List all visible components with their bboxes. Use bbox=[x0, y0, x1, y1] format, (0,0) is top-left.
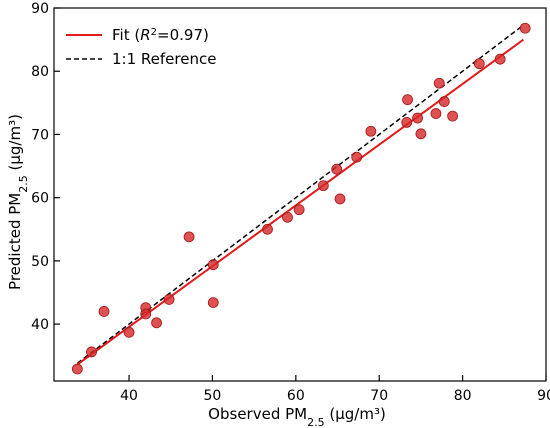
x-tick-label-90: 90 bbox=[537, 388, 550, 404]
data-point-15 bbox=[331, 163, 343, 175]
data-point-10 bbox=[207, 297, 219, 309]
y-tick-label-50: 50 bbox=[31, 254, 49, 270]
data-point-3 bbox=[123, 326, 135, 338]
data-point-8 bbox=[183, 231, 195, 243]
y-tick-label-80: 80 bbox=[31, 64, 49, 80]
data-point-5 bbox=[140, 308, 152, 320]
data-point-20 bbox=[402, 94, 413, 106]
x-tick-label-50: 50 bbox=[204, 388, 222, 404]
data-point-0 bbox=[71, 363, 83, 375]
data-point-26 bbox=[447, 110, 459, 122]
data-point-13 bbox=[293, 204, 305, 216]
y-axis-title: Predicted PM2.5 (μg/m³) bbox=[6, 114, 30, 290]
x-tick-label-70: 70 bbox=[370, 388, 388, 404]
data-point-24 bbox=[433, 77, 445, 89]
x-tick-label-40: 40 bbox=[120, 388, 138, 404]
data-point-7 bbox=[163, 294, 175, 305]
legend-fit-label: Fit (R2=0.97) bbox=[112, 26, 209, 44]
data-point-18 bbox=[365, 125, 377, 137]
data-point-14 bbox=[317, 180, 329, 192]
y-tick-label-90: 90 bbox=[31, 1, 49, 17]
x-axis-title: Observed PM2.5 (μg/m³) bbox=[208, 405, 386, 428]
data-point-2 bbox=[98, 306, 110, 317]
data-point-28 bbox=[494, 53, 506, 65]
data-point-29 bbox=[519, 22, 531, 34]
y-tick-label-60: 60 bbox=[31, 191, 49, 207]
data-point-17 bbox=[351, 151, 363, 163]
data-point-21 bbox=[412, 112, 423, 124]
axes bbox=[53, 7, 547, 382]
data-point-11 bbox=[262, 223, 273, 235]
y-tick-label-40: 40 bbox=[31, 317, 49, 333]
plot-content bbox=[76, 24, 525, 366]
y-tick-label-70: 70 bbox=[31, 127, 49, 143]
data-point-6 bbox=[151, 317, 162, 329]
fit-line bbox=[76, 38, 525, 366]
data-point-12 bbox=[282, 211, 293, 223]
data-point-1 bbox=[86, 346, 97, 358]
legend: Fit (R2=0.97) 1:1 Reference bbox=[66, 26, 216, 68]
x-tick-label-80: 80 bbox=[454, 388, 472, 404]
data-point-23 bbox=[430, 108, 442, 119]
data-point-27 bbox=[473, 58, 485, 70]
data-point-9 bbox=[207, 259, 219, 271]
data-point-16 bbox=[334, 193, 346, 205]
reference-line bbox=[76, 24, 524, 364]
x-tick-label-60: 60 bbox=[287, 388, 305, 404]
ticks: 40 50 60 70 80 90 40 50 60 70 80 90 bbox=[31, 1, 550, 404]
legend-reference-label: 1:1 Reference bbox=[112, 50, 216, 68]
data-point-25 bbox=[438, 96, 450, 107]
data-points bbox=[71, 22, 531, 375]
data-point-19 bbox=[401, 117, 413, 128]
plot-frame bbox=[53, 7, 547, 382]
data-point-22 bbox=[415, 128, 427, 140]
